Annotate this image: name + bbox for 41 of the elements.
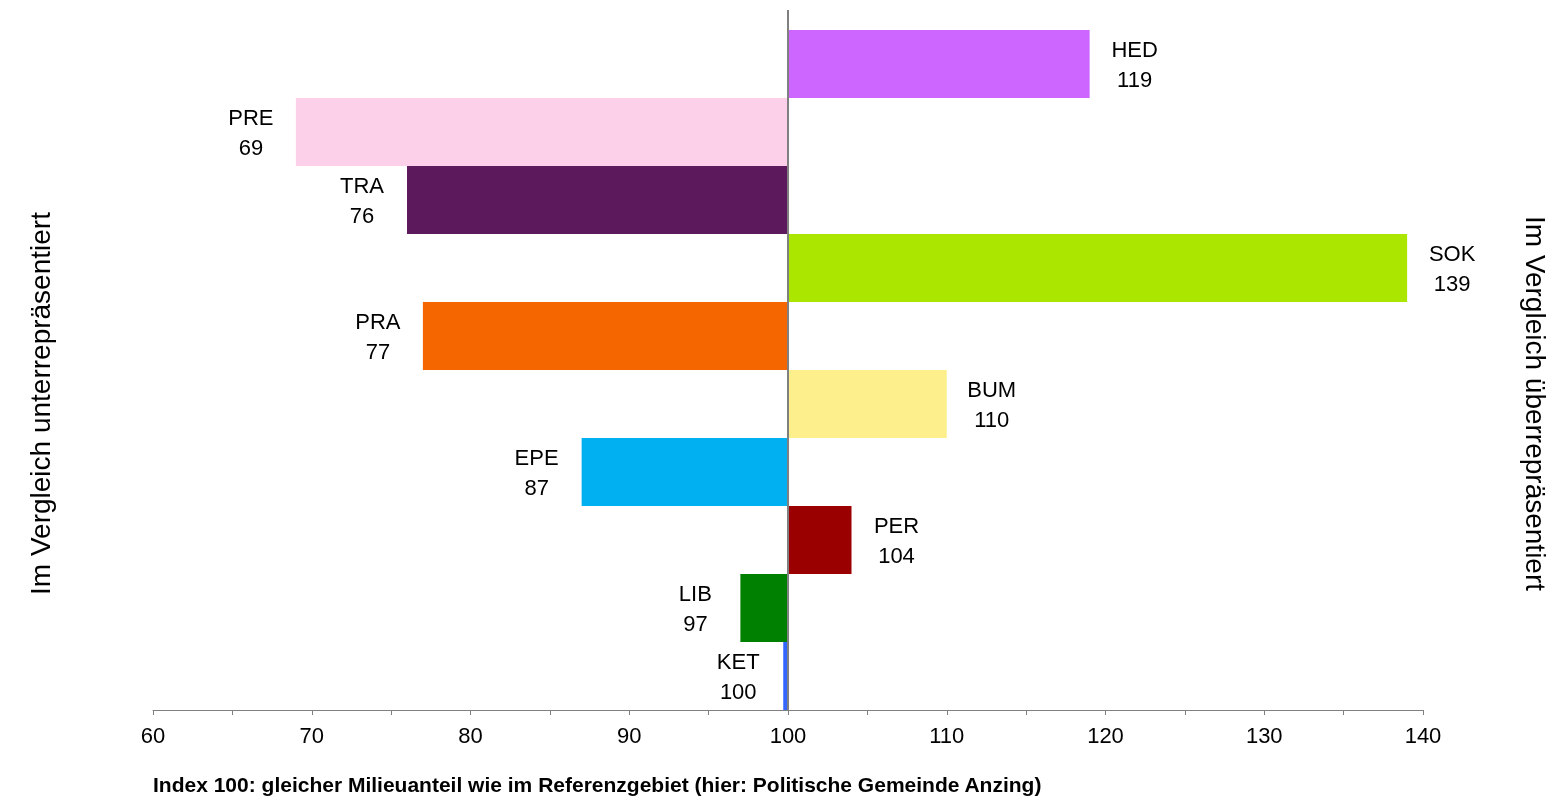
bar [788, 30, 1090, 98]
data-label: 77 [365, 338, 391, 364]
y-tick-label: KET [716, 648, 760, 674]
data-label: 139 [1433, 270, 1471, 296]
bar [407, 166, 788, 234]
x-tick-label: 60 [140, 722, 166, 748]
bar [788, 506, 852, 574]
y-tick-label: TRA [340, 172, 385, 198]
bar [788, 234, 1408, 302]
y-tick-label: HED [1111, 36, 1158, 62]
bar [295, 98, 788, 166]
bar [581, 438, 788, 506]
y-axis-title: Im Vergleich unterrepräsentiert [24, 211, 56, 595]
data-label: 104 [878, 542, 915, 568]
x-axis-title: Index 100: gleicher Milieuanteil wie im Referenzgebiet (hier: Politische Gemeinde Anzing) [153, 773, 1042, 796]
x-tick-label: 110 [929, 722, 965, 748]
y-tick-label: PRA [355, 308, 401, 334]
bar [422, 302, 788, 370]
x-tick-label: 100 [769, 722, 807, 748]
x-tick-label: 120 [1087, 722, 1124, 748]
x-tick-label: 130 [1245, 722, 1283, 748]
data-label: 119 [1117, 66, 1153, 92]
bar [740, 574, 788, 642]
y-tick-label: PRE [228, 104, 274, 130]
y-tick-label: EPE [514, 444, 559, 470]
data-label: 69 [238, 134, 264, 160]
y-tick-label: SOK [1428, 240, 1476, 266]
y-tick-label: PER [873, 512, 920, 538]
y-tick-label: BUM [967, 376, 1017, 402]
x-tick-label: 80 [458, 722, 483, 748]
data-label: 87 [524, 474, 549, 500]
y-tick-label: LIB [678, 580, 712, 606]
y2-axis-title: Im Vergleich überrepräsentiert [1519, 215, 1551, 592]
x-tick-label: 70 [299, 722, 324, 748]
x-tick-label: 90 [617, 722, 642, 748]
data-label: 110 [974, 406, 1010, 432]
bar [788, 370, 947, 438]
data-label: 76 [349, 202, 375, 228]
data-label: 97 [683, 610, 708, 636]
data-label: 100 [719, 678, 757, 704]
x-tick-label: 140 [1404, 722, 1442, 748]
